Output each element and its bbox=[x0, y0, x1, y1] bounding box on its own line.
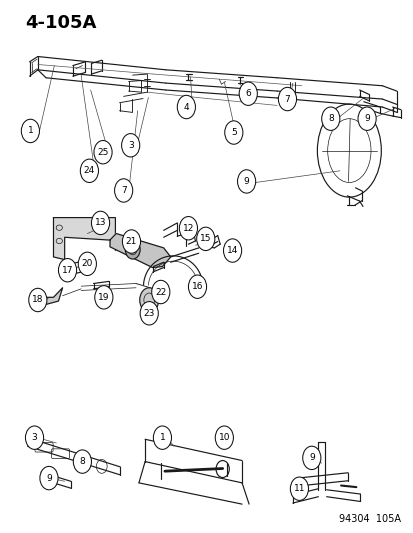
Text: 19: 19 bbox=[98, 293, 109, 302]
Text: 23: 23 bbox=[143, 309, 154, 318]
Circle shape bbox=[21, 119, 39, 143]
Circle shape bbox=[151, 280, 169, 304]
Text: 12: 12 bbox=[182, 224, 194, 233]
Text: 18: 18 bbox=[32, 295, 43, 304]
Text: 20: 20 bbox=[81, 260, 93, 268]
Text: 5: 5 bbox=[230, 128, 236, 137]
Circle shape bbox=[196, 227, 214, 251]
Circle shape bbox=[58, 259, 76, 282]
Circle shape bbox=[125, 240, 140, 259]
Text: 24: 24 bbox=[83, 166, 95, 175]
Polygon shape bbox=[53, 217, 124, 260]
Circle shape bbox=[140, 288, 158, 312]
Circle shape bbox=[140, 302, 158, 325]
Circle shape bbox=[28, 288, 47, 312]
Circle shape bbox=[239, 82, 257, 106]
Circle shape bbox=[121, 134, 140, 157]
Text: 13: 13 bbox=[95, 219, 106, 228]
Circle shape bbox=[321, 107, 339, 131]
Circle shape bbox=[290, 477, 308, 500]
Circle shape bbox=[224, 121, 242, 144]
Circle shape bbox=[278, 87, 296, 111]
Circle shape bbox=[177, 95, 195, 119]
Circle shape bbox=[153, 426, 171, 449]
Text: 7: 7 bbox=[284, 94, 290, 103]
Text: 4-105A: 4-105A bbox=[25, 14, 97, 32]
Circle shape bbox=[114, 179, 133, 202]
Circle shape bbox=[95, 286, 113, 309]
Circle shape bbox=[80, 159, 98, 182]
Text: 94304  105A: 94304 105A bbox=[338, 514, 400, 524]
Text: 16: 16 bbox=[191, 282, 203, 291]
Text: 8: 8 bbox=[79, 457, 85, 466]
Circle shape bbox=[40, 466, 58, 490]
Text: 14: 14 bbox=[226, 246, 238, 255]
Text: 6: 6 bbox=[245, 89, 251, 98]
Text: 9: 9 bbox=[46, 474, 52, 482]
Circle shape bbox=[122, 230, 140, 253]
Text: 15: 15 bbox=[199, 235, 211, 244]
Polygon shape bbox=[31, 288, 62, 306]
Text: 11: 11 bbox=[293, 484, 304, 493]
Circle shape bbox=[357, 107, 375, 131]
Text: 7: 7 bbox=[121, 186, 126, 195]
Text: 1: 1 bbox=[159, 433, 165, 442]
Circle shape bbox=[188, 275, 206, 298]
Text: 21: 21 bbox=[126, 237, 137, 246]
Circle shape bbox=[73, 450, 91, 473]
Text: 9: 9 bbox=[363, 114, 369, 123]
Circle shape bbox=[81, 259, 91, 271]
Text: 3: 3 bbox=[31, 433, 37, 442]
Text: 22: 22 bbox=[155, 287, 166, 296]
Text: 4: 4 bbox=[183, 102, 189, 111]
Text: 9: 9 bbox=[243, 177, 249, 186]
Circle shape bbox=[179, 216, 197, 240]
Text: 1: 1 bbox=[27, 126, 33, 135]
Text: 17: 17 bbox=[62, 266, 73, 274]
Circle shape bbox=[91, 211, 109, 235]
Text: 3: 3 bbox=[128, 141, 133, 150]
Text: 10: 10 bbox=[218, 433, 230, 442]
Text: 8: 8 bbox=[327, 114, 333, 123]
Circle shape bbox=[25, 426, 43, 449]
Circle shape bbox=[78, 252, 96, 276]
Circle shape bbox=[302, 446, 320, 470]
Circle shape bbox=[94, 141, 112, 164]
Polygon shape bbox=[110, 233, 170, 268]
Circle shape bbox=[223, 239, 241, 262]
Text: 25: 25 bbox=[97, 148, 109, 157]
Text: 9: 9 bbox=[308, 454, 314, 463]
Circle shape bbox=[237, 169, 255, 193]
Circle shape bbox=[215, 426, 233, 449]
